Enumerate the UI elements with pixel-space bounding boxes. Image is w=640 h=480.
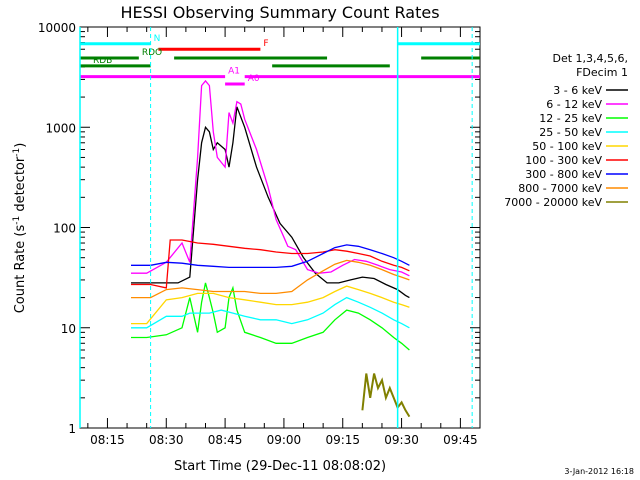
y-axis-label-sup1: -1 bbox=[12, 216, 22, 225]
legend-entry-label: 100 - 300 keV bbox=[525, 154, 602, 167]
y-tick-label: 1000 bbox=[45, 121, 76, 135]
legend-entry-label: 50 - 100 keV bbox=[532, 140, 602, 153]
series-line-0 bbox=[131, 106, 410, 299]
legend-entry-label: 800 - 7000 keV bbox=[518, 182, 602, 195]
vertical-markers bbox=[79, 27, 473, 428]
y-axis-label-part2: detector bbox=[13, 156, 28, 216]
legend-entry-label: 12 - 25 keV bbox=[539, 112, 602, 125]
x-tick-label: 08:30 bbox=[149, 433, 184, 447]
legend-entry-label: 300 - 800 keV bbox=[525, 168, 602, 181]
state-bars: N F RDO RDB A1 A0 bbox=[80, 34, 480, 86]
legend-entry-label: 7000 - 20000 keV bbox=[504, 196, 602, 209]
x-tick-label: 09:15 bbox=[325, 433, 360, 447]
series-line-6 bbox=[131, 244, 410, 269]
legend-title-line1: Det 1,3,4,5,6, bbox=[552, 52, 628, 65]
series-line-7 bbox=[131, 259, 410, 299]
series-group bbox=[131, 79, 411, 418]
state-bar-label-a1: A1 bbox=[228, 67, 240, 77]
y-tick-label: 10000 bbox=[38, 21, 76, 35]
y-axis-label-part3: ) bbox=[13, 143, 28, 148]
x-tick-label: 09:30 bbox=[384, 433, 419, 447]
x-tick-label: 09:00 bbox=[267, 433, 302, 447]
series-line-3 bbox=[131, 296, 410, 329]
series-line-2 bbox=[131, 282, 410, 351]
y-tick-label: 10 bbox=[61, 322, 76, 336]
series-line-1 bbox=[131, 79, 410, 277]
y-tick-label: 100 bbox=[53, 222, 76, 236]
legend-entry-label: 6 - 12 keV bbox=[546, 98, 602, 111]
state-bar-label-rdb: RDB bbox=[93, 56, 112, 66]
date-stamp: 3-Jan-2012 16:18 bbox=[564, 467, 634, 476]
x-tick-label: 08:15 bbox=[90, 433, 125, 447]
x-tick-label: 08:45 bbox=[208, 433, 243, 447]
chart-title: HESSI Observing Summary Count Rates bbox=[120, 3, 439, 22]
y-axis-label: Count Rate (s-1 detector-1) bbox=[12, 143, 28, 314]
state-bar-label-rdo: RDO bbox=[142, 48, 162, 58]
legend-title-line2: FDecim 1 bbox=[576, 66, 628, 79]
y-tick-label: 1 bbox=[68, 422, 76, 436]
series-line-8 bbox=[361, 373, 411, 418]
legend-entry-label: 25 - 50 keV bbox=[539, 126, 602, 139]
state-bar-label-n: N bbox=[154, 34, 161, 44]
x-tick-label: 09:45 bbox=[443, 433, 478, 447]
plot-area: 1 10 100 1000 10000 08:15 08:30 08:45 09:00 09:15… bbox=[38, 21, 481, 447]
series-line-4 bbox=[131, 285, 410, 325]
x-axis-label: Start Time (29-Dec-11 08:08:02) bbox=[174, 459, 386, 474]
series-line-5 bbox=[131, 239, 410, 289]
state-bar-label-f: F bbox=[263, 39, 268, 49]
legend-entry-label: 3 - 6 keV bbox=[553, 84, 602, 97]
y-axis-label-sup2: -1 bbox=[12, 148, 22, 157]
y-axis-label-part1: Count Rate (s bbox=[13, 225, 28, 314]
state-bar-label-a0: A0 bbox=[248, 74, 260, 84]
